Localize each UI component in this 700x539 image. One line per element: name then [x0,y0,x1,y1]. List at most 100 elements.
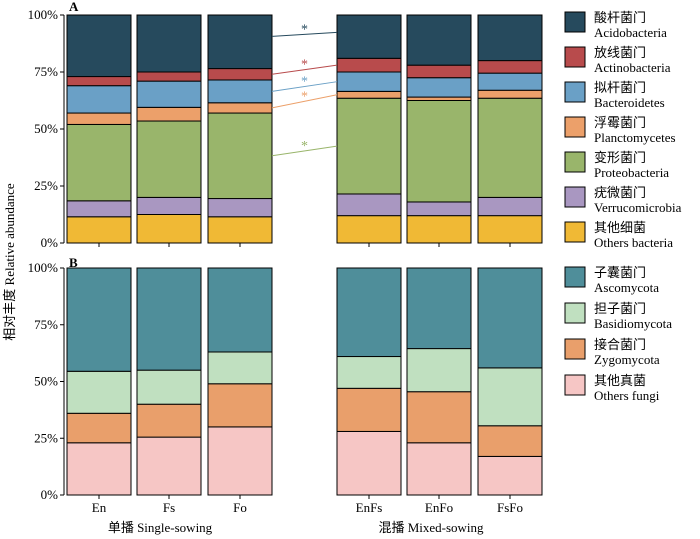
bar-segment-b-0-2 [66,370,132,414]
legend-label-en-a-4: Proteobacteria [594,165,669,180]
legend-label-en-a-2: Bacteroidetes [594,95,665,110]
bar-segment-a-1-2 [136,120,202,198]
legend-swatch-b-0 [564,266,586,288]
significance-marker-0: * [301,22,308,37]
bar-segment-b-3-1 [336,387,402,432]
legend-swatch-a-2 [564,81,586,103]
y-tick-label-b-0: 0% [41,487,59,502]
bar-segment-b-4-0 [406,442,472,496]
panel-label-a: A [69,0,79,14]
bar-segment-a-1-3 [136,106,202,122]
significance-marker-4: * [301,139,308,154]
y-tick-label-b-1: 25% [34,430,58,445]
significance-line-0 [271,31,338,37]
bar-segment-a-3-6 [336,14,402,59]
y-tick-label-a-1: 25% [34,178,58,193]
bar-segment-a-1-5 [136,71,202,82]
y-tick-label-a-3: 75% [34,64,58,79]
bar-segment-a-2-0 [207,216,273,244]
bar-segment-a-3-3 [336,90,402,99]
y-tick-label-a-2: 50% [34,121,58,136]
bar-segment-a-2-3 [207,102,273,114]
legend-label-cn-a-1: 放线菌门 [594,45,646,60]
bar-segment-a-3-0 [336,215,402,244]
y-tick-label-b-3: 75% [34,317,58,332]
bar-segment-a-5-5 [477,60,543,74]
legend-label-cn-a-3: 浮霉菌门 [594,115,646,130]
bar-segment-a-1-4 [136,80,202,108]
bar-segment-a-4-3 [406,96,472,102]
bar-segment-b-5-2 [477,367,543,427]
bar-segment-b-3-3 [336,267,402,358]
bar-segment-b-2-0 [207,426,273,496]
bar-segment-b-4-1 [406,391,472,444]
bar-segment-a-5-3 [477,89,543,99]
bar-segment-b-2-1 [207,383,273,428]
bar-segment-b-1-3 [136,267,202,371]
legend-label-cn-a-2: 拟杆菌门 [594,80,646,95]
bar-segment-a-1-1 [136,196,202,215]
bar-segment-a-2-4 [207,79,273,104]
y-axis-label: 相对丰度 Relative abundance [2,183,17,341]
bar-segment-a-4-1 [406,201,472,217]
bar-segment-a-4-5 [406,64,472,79]
legend-label-cn-b-0: 子囊菌门 [594,265,646,280]
panel-label-b: B [69,255,78,270]
bar-segment-a-3-1 [336,193,402,217]
legend-label-en-b-3: Others fungi [594,388,660,403]
significance-line-3 [271,94,338,109]
bar-segment-a-5-4 [477,72,543,91]
legend-label-cn-b-1: 担子菌门 [594,301,646,316]
category-label-0: En [92,500,107,515]
bar-segment-a-0-3 [66,112,132,125]
legend-swatch-a-6 [564,221,586,243]
bar-segment-a-2-6 [207,14,273,70]
significance-marker-1: * [301,58,308,73]
bar-segment-b-3-0 [336,430,402,496]
significance-line-4 [271,145,338,157]
bar-segment-b-5-1 [477,425,543,457]
bar-segment-a-5-6 [477,14,543,62]
bar-segment-b-3-2 [336,356,402,389]
legend-swatch-a-4 [564,151,586,173]
category-label-1: Fs [163,500,175,515]
bar-segment-a-2-2 [207,112,273,200]
legend-label-cn-b-3: 其他真菌 [594,373,646,388]
bar-segment-a-0-0 [66,216,132,244]
bar-segment-b-2-2 [207,351,273,385]
bar-segment-a-1-6 [136,14,202,73]
bar-segment-a-4-4 [406,77,472,98]
significance-marker-3: * [301,89,308,104]
bar-segment-b-0-3 [66,267,132,372]
y-tick-label-b-2: 50% [34,374,58,389]
legend-label-cn-a-6: 其他细菌 [594,220,646,235]
legend-label-en-a-1: Actinobacteria [594,60,671,75]
legend-label-en-a-6: Others bacteria [594,235,673,250]
bar-segment-a-1-0 [136,214,202,244]
bar-segment-a-0-4 [66,85,132,114]
significance-line-1 [271,64,338,75]
legend-label-en-b-1: Basidiomycota [594,316,672,331]
legend-swatch-b-3 [564,374,586,396]
legend-label-en-a-5: Verrucomicrobia [594,200,682,215]
category-label-2: Fo [233,500,247,515]
legend-label-cn-a-4: 变形菌门 [594,150,646,165]
bar-segment-a-4-0 [406,215,472,244]
bar-segment-b-5-0 [477,455,543,496]
panel-b-fungi-chart: 0%25%50%75%100%En Fs Fo EnFs EnFo FsFo子囊菌门Asc… [28,260,673,515]
bar-segment-a-0-2 [66,123,132,202]
significance-line-2 [271,81,338,92]
legend-swatch-a-0 [564,11,586,33]
bar-segment-a-5-0 [477,215,543,244]
bar-segment-b-0-1 [66,412,132,444]
legend-swatch-b-2 [564,338,586,360]
bar-segment-a-2-1 [207,198,273,218]
legend-label-cn-b-2: 接合菌门 [594,337,646,352]
legend-label-cn-a-0: 酸杆菌门 [594,10,646,25]
bar-segment-a-0-5 [66,76,132,87]
legend-swatch-a-5 [564,186,586,208]
bar-segment-b-2-3 [207,267,273,353]
legend-label-en-a-3: Planctomycetes [594,130,676,145]
legend-swatch-b-1 [564,302,586,324]
